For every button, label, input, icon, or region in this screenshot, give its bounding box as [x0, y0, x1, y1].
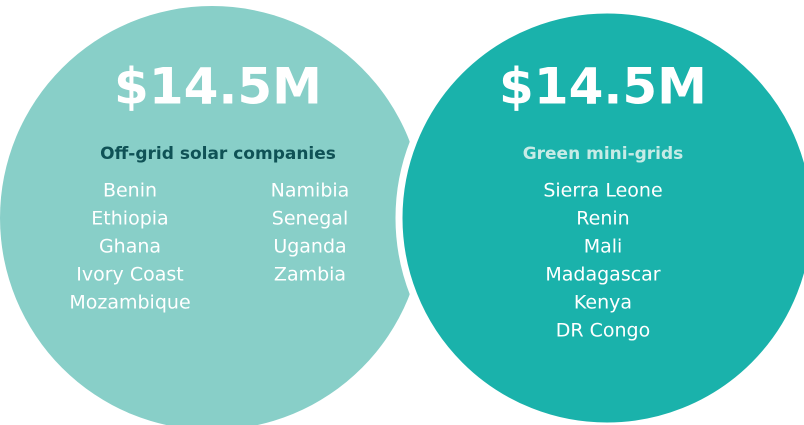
- country: Zambia: [274, 264, 346, 286]
- amount: $14.5M: [114, 58, 322, 116]
- left-circle: [0, 6, 424, 425]
- country: Uganda: [273, 236, 346, 258]
- country: Ethiopia: [91, 208, 168, 230]
- category-label: Green mini-grids: [523, 144, 684, 164]
- country: Renin: [576, 208, 629, 230]
- country: Ivory Coast: [76, 264, 183, 286]
- country: Senegal: [272, 208, 348, 230]
- country: Madagascar: [545, 264, 660, 286]
- amount: $14.5M: [499, 58, 707, 116]
- country: DR Congo: [556, 320, 651, 342]
- country: Kenya: [574, 292, 632, 314]
- country: Benin: [103, 180, 157, 202]
- category-label: Off-grid solar companies: [100, 144, 336, 164]
- country: Namibia: [271, 180, 350, 202]
- country: Mozambique: [69, 292, 190, 314]
- country: Ghana: [99, 236, 161, 258]
- country: Sierra Leone: [543, 180, 662, 202]
- right-circle: [395, 6, 804, 425]
- country: Mali: [584, 236, 623, 258]
